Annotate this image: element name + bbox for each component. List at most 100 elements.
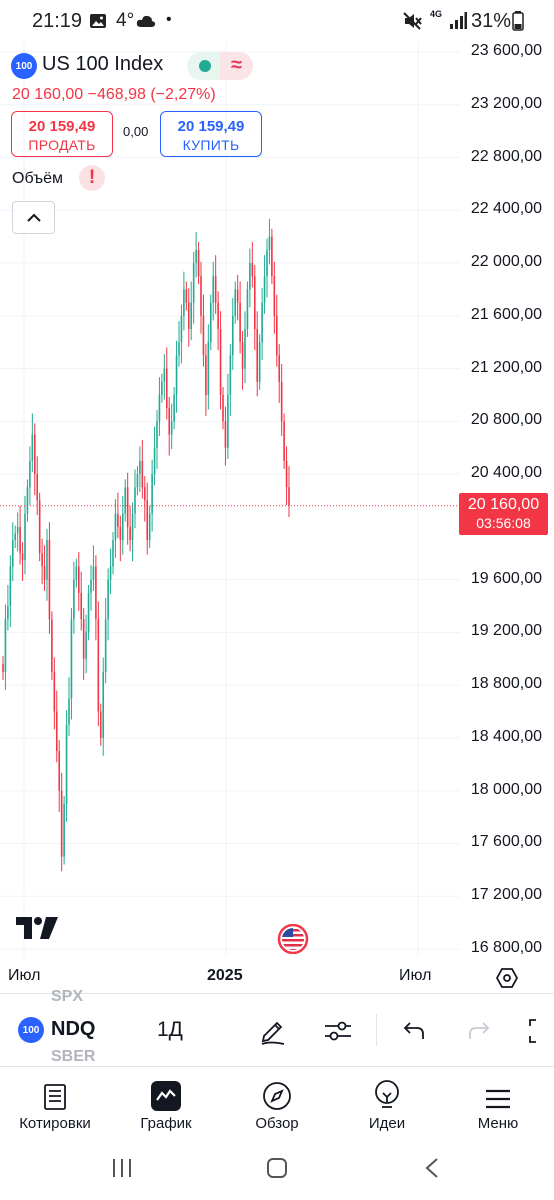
- candle-body[interactable]: [271, 236, 273, 277]
- sell-button[interactable]: 20 159,49 ПРОДАТЬ: [11, 111, 113, 157]
- candle-body[interactable]: [75, 566, 78, 580]
- candle-body[interactable]: [80, 592, 83, 620]
- candle-body[interactable]: [253, 276, 256, 330]
- tradingview-logo[interactable]: [16, 917, 58, 939]
- candle-body[interactable]: [2, 664, 4, 672]
- candle-body[interactable]: [192, 263, 195, 303]
- warning-icon[interactable]: !: [79, 165, 105, 191]
- candle-body[interactable]: [239, 302, 241, 343]
- candle-body[interactable]: [129, 526, 131, 541]
- candle-body[interactable]: [173, 394, 175, 422]
- candle-body[interactable]: [168, 408, 171, 435]
- candle-body[interactable]: [185, 289, 188, 303]
- candle-body[interactable]: [209, 302, 212, 343]
- candle-body[interactable]: [212, 276, 215, 303]
- candle-body[interactable]: [258, 342, 261, 382]
- candle-body[interactable]: [273, 276, 276, 316]
- candle-body[interactable]: [36, 474, 39, 501]
- candle-body[interactable]: [99, 711, 102, 738]
- system-navigation[interactable]: [0, 1138, 554, 1200]
- candle-body[interactable]: [4, 619, 7, 672]
- nav-menu[interactable]: Меню: [448, 1067, 548, 1132]
- candle-body[interactable]: [112, 540, 114, 567]
- candle-body[interactable]: [87, 592, 90, 633]
- collapse-legend-button[interactable]: [12, 201, 55, 234]
- candle-body[interactable]: [53, 671, 56, 712]
- candle-body[interactable]: [114, 513, 117, 541]
- candle-body[interactable]: [68, 698, 70, 725]
- candle-body[interactable]: [26, 487, 29, 514]
- chart-toolbar[interactable]: SPX 100 NDQ SBER 1Д: [0, 988, 554, 1065]
- candle-body[interactable]: [121, 513, 124, 541]
- candle-body[interactable]: [85, 632, 87, 659]
- candle-body[interactable]: [90, 579, 92, 593]
- candle-body[interactable]: [170, 421, 173, 435]
- candle-body[interactable]: [229, 355, 232, 395]
- candle-body[interactable]: [207, 342, 210, 395]
- candle-body[interactable]: [126, 487, 129, 527]
- candle-body[interactable]: [249, 263, 251, 290]
- candle-body[interactable]: [124, 487, 127, 514]
- candle-body[interactable]: [43, 566, 46, 580]
- candle-body[interactable]: [200, 276, 202, 316]
- candle-body[interactable]: [268, 236, 271, 250]
- fullscreen-icon[interactable]: [528, 1016, 554, 1046]
- candle-body[interactable]: [139, 460, 141, 475]
- candle-body[interactable]: [65, 724, 68, 804]
- candle-body[interactable]: [77, 566, 80, 593]
- candle-body[interactable]: [195, 249, 197, 264]
- candle-body[interactable]: [266, 249, 268, 277]
- candle-body[interactable]: [97, 619, 100, 712]
- indicators-icon[interactable]: [323, 1016, 353, 1046]
- redo-icon[interactable]: [466, 1016, 492, 1046]
- candle-body[interactable]: [187, 302, 190, 330]
- drawing-tools-icon[interactable]: [258, 1016, 288, 1046]
- candle-body[interactable]: [219, 329, 222, 395]
- candle-body[interactable]: [9, 566, 12, 607]
- candle-body[interactable]: [261, 302, 263, 343]
- nav-overview[interactable]: Обзор: [227, 1067, 327, 1132]
- candle-body[interactable]: [227, 394, 229, 448]
- candle-body[interactable]: [134, 487, 136, 514]
- candle-body[interactable]: [46, 540, 48, 580]
- candle-body[interactable]: [73, 579, 75, 620]
- nav-chart[interactable]: График: [116, 1067, 216, 1132]
- candle-body[interactable]: [104, 619, 107, 672]
- candle-body[interactable]: [92, 566, 95, 580]
- chart-settings-icon[interactable]: [496, 967, 518, 989]
- candle-body[interactable]: [283, 421, 285, 461]
- candle-body[interactable]: [222, 394, 224, 422]
- candle-body[interactable]: [175, 355, 178, 395]
- candle-body[interactable]: [236, 289, 239, 303]
- candle-body[interactable]: [117, 513, 119, 527]
- candle-body[interactable]: [180, 315, 183, 343]
- candle-body[interactable]: [280, 381, 283, 422]
- undo-icon[interactable]: [401, 1016, 427, 1046]
- candle-body[interactable]: [107, 579, 109, 620]
- candle-body[interactable]: [178, 342, 180, 356]
- candle-body[interactable]: [241, 342, 244, 369]
- candle-body[interactable]: [275, 315, 278, 356]
- candle-body[interactable]: [214, 276, 217, 303]
- instrument-name[interactable]: US 100 Index: [42, 53, 164, 75]
- candle-body[interactable]: [146, 500, 149, 541]
- candle-body[interactable]: [246, 289, 249, 330]
- candle-body[interactable]: [11, 540, 14, 567]
- candle-body[interactable]: [197, 249, 200, 277]
- candle-body[interactable]: [82, 619, 85, 659]
- candle-body[interactable]: [256, 329, 259, 382]
- interval-button[interactable]: 1Д: [157, 1018, 183, 1041]
- nav-ideas[interactable]: Идеи: [337, 1067, 437, 1132]
- candle-body[interactable]: [161, 381, 163, 395]
- candle-body[interactable]: [148, 513, 151, 541]
- bottom-navigation[interactable]: Котировки График Обзор Идеи Меню: [0, 1066, 554, 1138]
- candle-body[interactable]: [14, 533, 17, 541]
- candle-body[interactable]: [38, 500, 41, 554]
- candle-body[interactable]: [231, 315, 234, 356]
- candle-body[interactable]: [48, 540, 51, 620]
- symbol-list-next[interactable]: SBER: [51, 1048, 96, 1065]
- candle-body[interactable]: [60, 790, 63, 857]
- candle-body[interactable]: [55, 711, 58, 752]
- volume-indicator-label[interactable]: Объём: [12, 170, 63, 187]
- recent-apps-icon[interactable]: [111, 1157, 133, 1179]
